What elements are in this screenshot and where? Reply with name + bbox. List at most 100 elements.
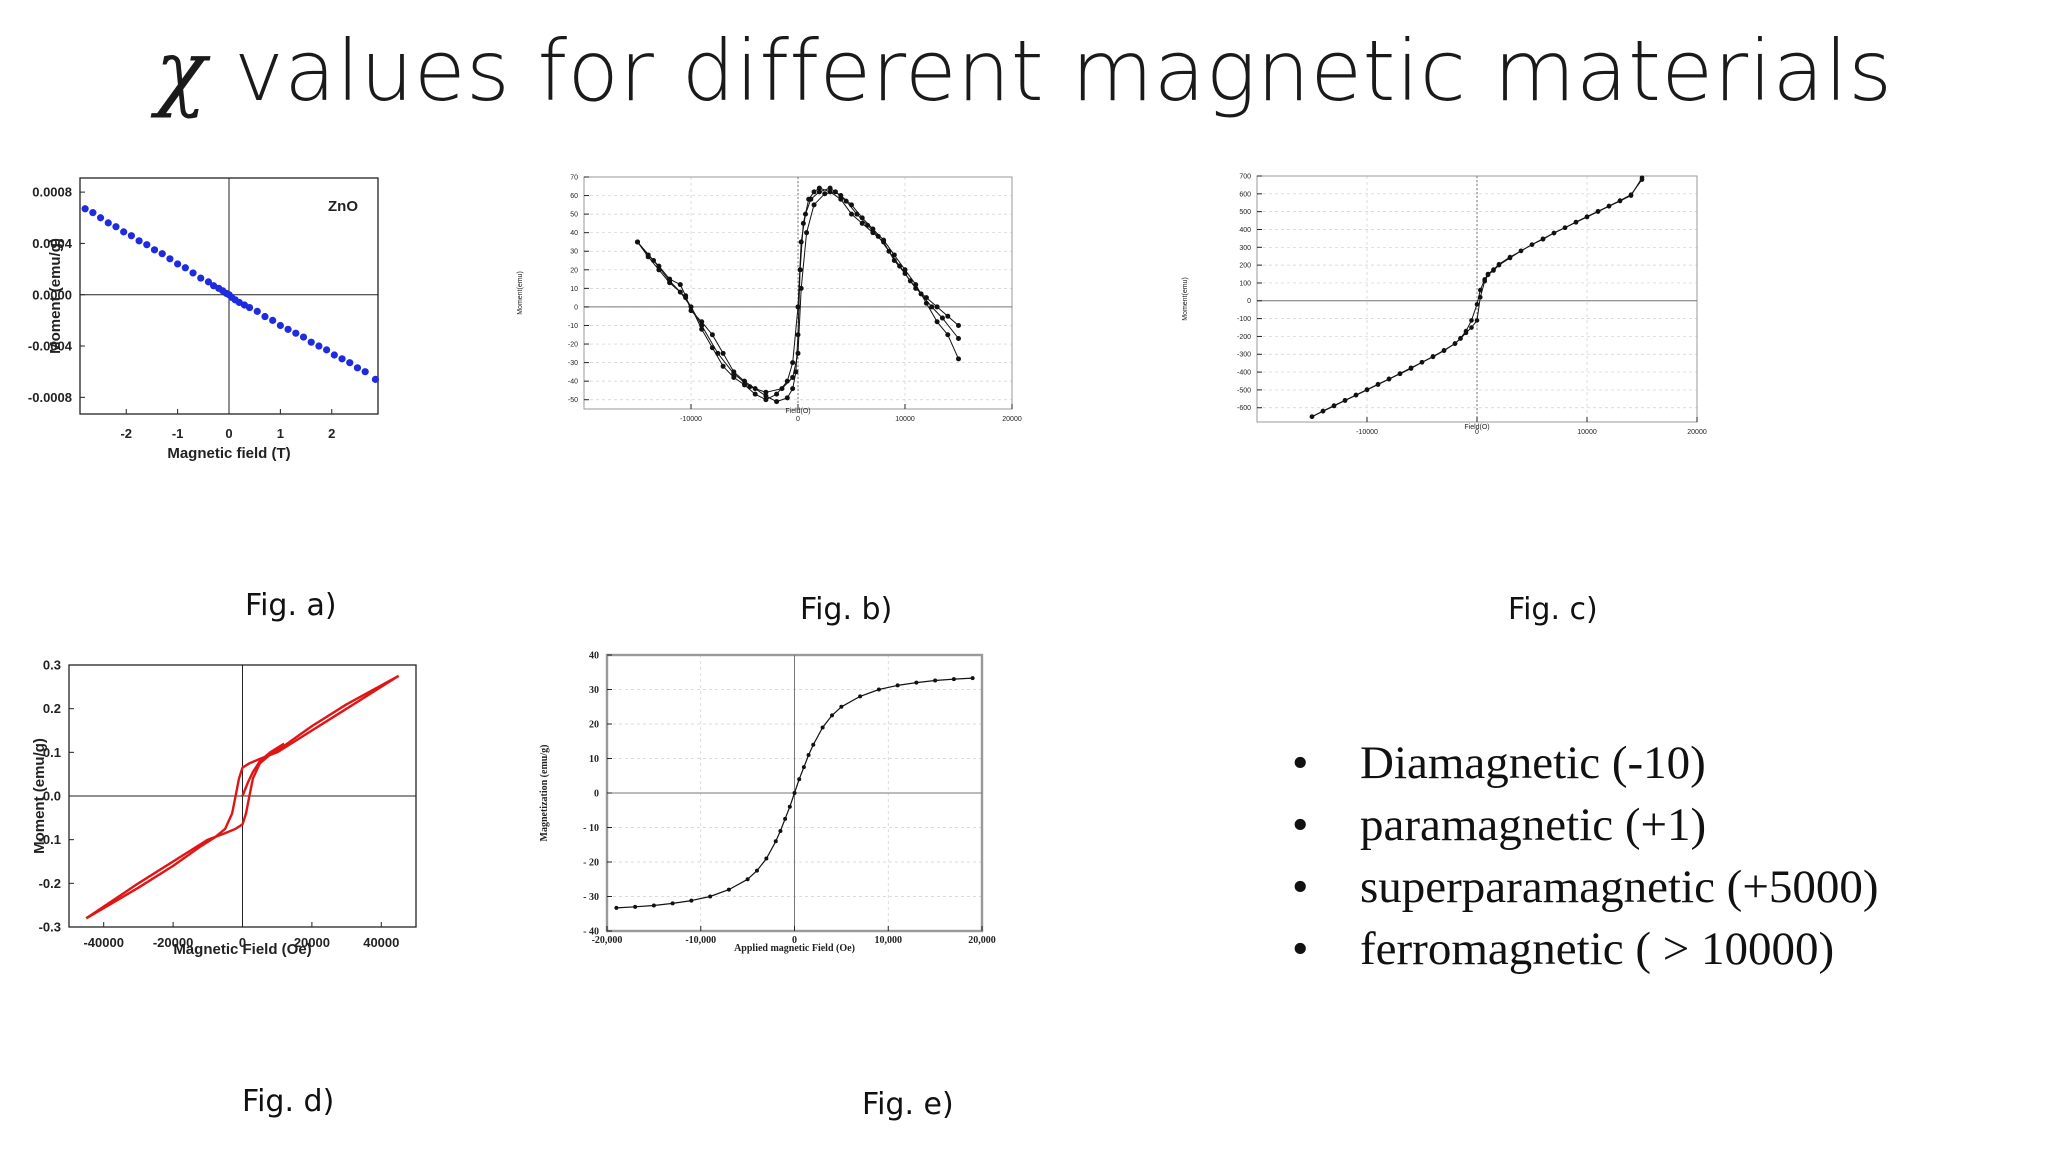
- data-point: [774, 399, 780, 405]
- data-point: [858, 694, 863, 699]
- data-point: [1584, 214, 1590, 219]
- data-point: [261, 312, 269, 321]
- data-point: [1430, 354, 1436, 359]
- y-tick-label: 60: [570, 193, 578, 200]
- y-tick-label: -0.3: [39, 920, 61, 935]
- data-point: [811, 189, 817, 195]
- data-point: [804, 230, 810, 236]
- data-point: [158, 250, 166, 258]
- data-point: [1507, 255, 1513, 261]
- data-point: [1309, 414, 1315, 419]
- data-point: [849, 211, 854, 217]
- data-point: [245, 303, 254, 312]
- data-point: [135, 237, 143, 245]
- data-point: [764, 856, 769, 861]
- x-tick-label: 20,000: [968, 935, 996, 946]
- y-tick-label: -100: [1237, 316, 1251, 323]
- series-2: [635, 189, 961, 395]
- bullet-item: • ferromagnetic ( > 10000): [1280, 918, 1879, 980]
- data-point: [1540, 236, 1546, 242]
- x-tick-label: -1: [172, 426, 184, 441]
- data-point: [656, 263, 662, 269]
- y-tick-label: 70: [570, 174, 578, 181]
- bullet-text: superparamagnetic (+5000): [1360, 861, 1879, 913]
- data-point: [811, 742, 816, 747]
- data-point: [838, 193, 844, 199]
- data-point: [865, 222, 871, 228]
- data-point: [1529, 242, 1535, 247]
- data-point: [361, 368, 369, 376]
- data-point: [635, 239, 640, 245]
- x-tick-label: -2: [120, 426, 132, 441]
- data-point: [779, 386, 785, 392]
- data-point: [197, 274, 205, 282]
- y-tick-label: 40: [589, 651, 599, 662]
- figure-label-d: Fig. d): [242, 1084, 335, 1119]
- data-point: [651, 258, 657, 264]
- y-tick-label: -600: [1237, 405, 1251, 412]
- data-point: [269, 316, 277, 324]
- bullet-text: Diamagnetic (-10): [1360, 737, 1706, 789]
- data-point: [670, 901, 675, 906]
- data-point: [798, 285, 804, 291]
- y-tick-label: 0.2: [43, 701, 61, 716]
- data-point: [832, 189, 838, 195]
- y-tick-label: -40: [568, 379, 578, 386]
- data-point: [731, 374, 737, 380]
- figure-label-c: Fig. c): [1508, 592, 1598, 627]
- x-tick-label: -20000: [153, 935, 193, 950]
- bullet-item: • Diamagnetic (-10): [1280, 732, 1879, 794]
- data-point: [699, 322, 705, 328]
- data-point: [934, 304, 940, 310]
- x-tick-label: 0: [225, 426, 232, 441]
- x-axis-label: Magnetic Field (Oe): [173, 941, 311, 958]
- data-point: [104, 219, 112, 227]
- y-tick-label: 300: [1239, 245, 1251, 252]
- y-tick-label: -0.0004: [28, 339, 73, 354]
- data-point: [346, 359, 354, 367]
- data-point: [81, 205, 89, 213]
- series-line: [85, 674, 400, 920]
- y-tick-label: 20: [589, 720, 599, 731]
- series-1: [85, 674, 400, 920]
- y-tick-label: 0: [574, 304, 578, 311]
- data-point: [166, 255, 174, 263]
- data-point: [96, 214, 105, 222]
- x-tick-label: 2: [328, 426, 335, 441]
- data-point: [1474, 302, 1480, 307]
- data-point: [886, 248, 892, 254]
- series-line: [637, 191, 959, 393]
- data-point: [934, 319, 940, 325]
- chi-symbol: χ: [155, 22, 207, 120]
- x-axis-label: Field(O): [1464, 424, 1489, 431]
- y-tick-label: 50: [570, 212, 578, 219]
- x-tick-label: 0: [239, 935, 246, 950]
- y-tick-label: -0.2: [39, 876, 61, 891]
- data-point: [1482, 278, 1487, 284]
- y-axis-label: Moment (emu/g): [47, 238, 64, 354]
- data-point: [1458, 336, 1463, 341]
- series-2: [241, 742, 285, 797]
- data-point: [806, 753, 811, 758]
- series-line: [85, 674, 400, 920]
- data-point: [742, 382, 747, 388]
- y-tick-label: 400: [1239, 227, 1251, 234]
- x-axis-label: Applied magnetic Field (Oe): [734, 943, 855, 954]
- y-tick-label: 700: [1239, 173, 1251, 180]
- slide-title: χ values for different magnetic material…: [0, 22, 2048, 120]
- data-point: [1463, 330, 1469, 336]
- plot-area-b: -10000 0 10000 20000 70 60 50 40 30 20 10 0 -10 -20 -3…: [517, 174, 1022, 423]
- y-tick-label: 0.0000: [32, 287, 72, 302]
- data-point: [752, 391, 758, 397]
- data-point: [709, 332, 715, 338]
- y-tick-label: 600: [1239, 191, 1251, 198]
- data-point: [330, 351, 338, 359]
- chart-c: -10000 0 10000 20000 700 600 500 400 300 200 100 0 -…: [1182, 173, 1707, 436]
- series-line: [637, 187, 959, 401]
- data-point: [1478, 294, 1483, 300]
- data-point: [1353, 392, 1359, 398]
- data-point: [1551, 230, 1557, 236]
- data-point: [315, 342, 323, 350]
- x-axis-label: Magnetic field (T): [167, 445, 290, 462]
- y-axis-label: Moment(emu): [1182, 277, 1189, 321]
